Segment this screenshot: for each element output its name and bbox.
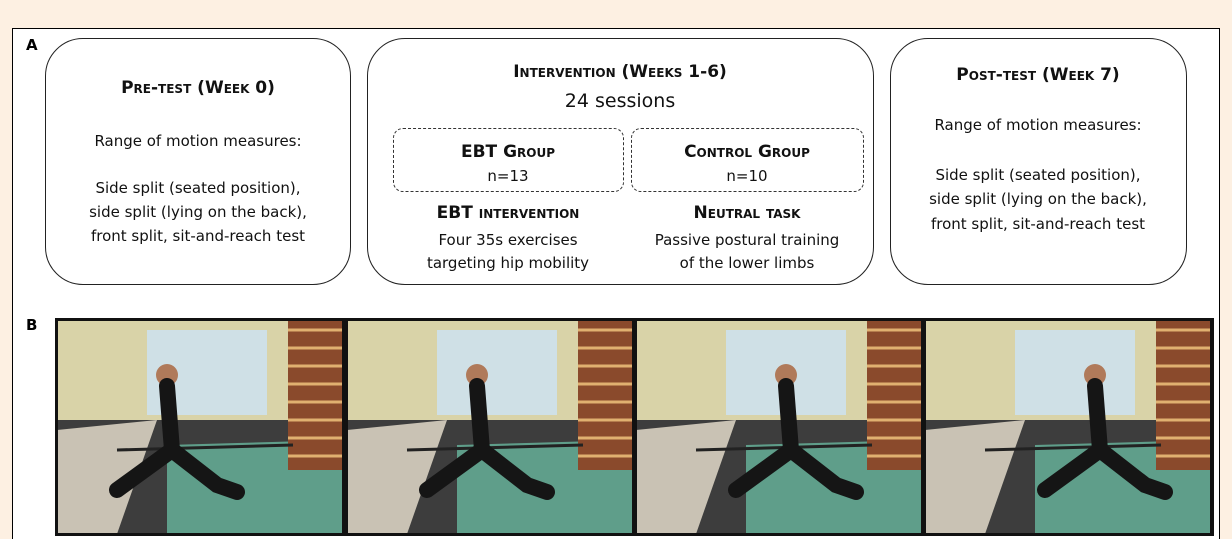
photo-wall-bars xyxy=(867,320,922,470)
photo-window xyxy=(1015,330,1135,415)
photo-wall-bars xyxy=(1156,320,1211,470)
photo-wall-bars xyxy=(578,320,633,470)
photo-wall-bars xyxy=(288,320,343,470)
photo-window xyxy=(437,330,557,415)
photos xyxy=(0,0,1232,539)
page: A Pre-test (Week 0) Range of motion meas… xyxy=(0,0,1232,539)
